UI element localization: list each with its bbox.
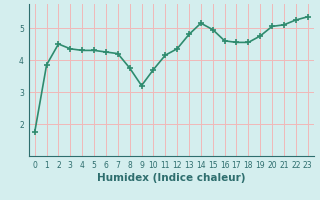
X-axis label: Humidex (Indice chaleur): Humidex (Indice chaleur) xyxy=(97,173,245,183)
